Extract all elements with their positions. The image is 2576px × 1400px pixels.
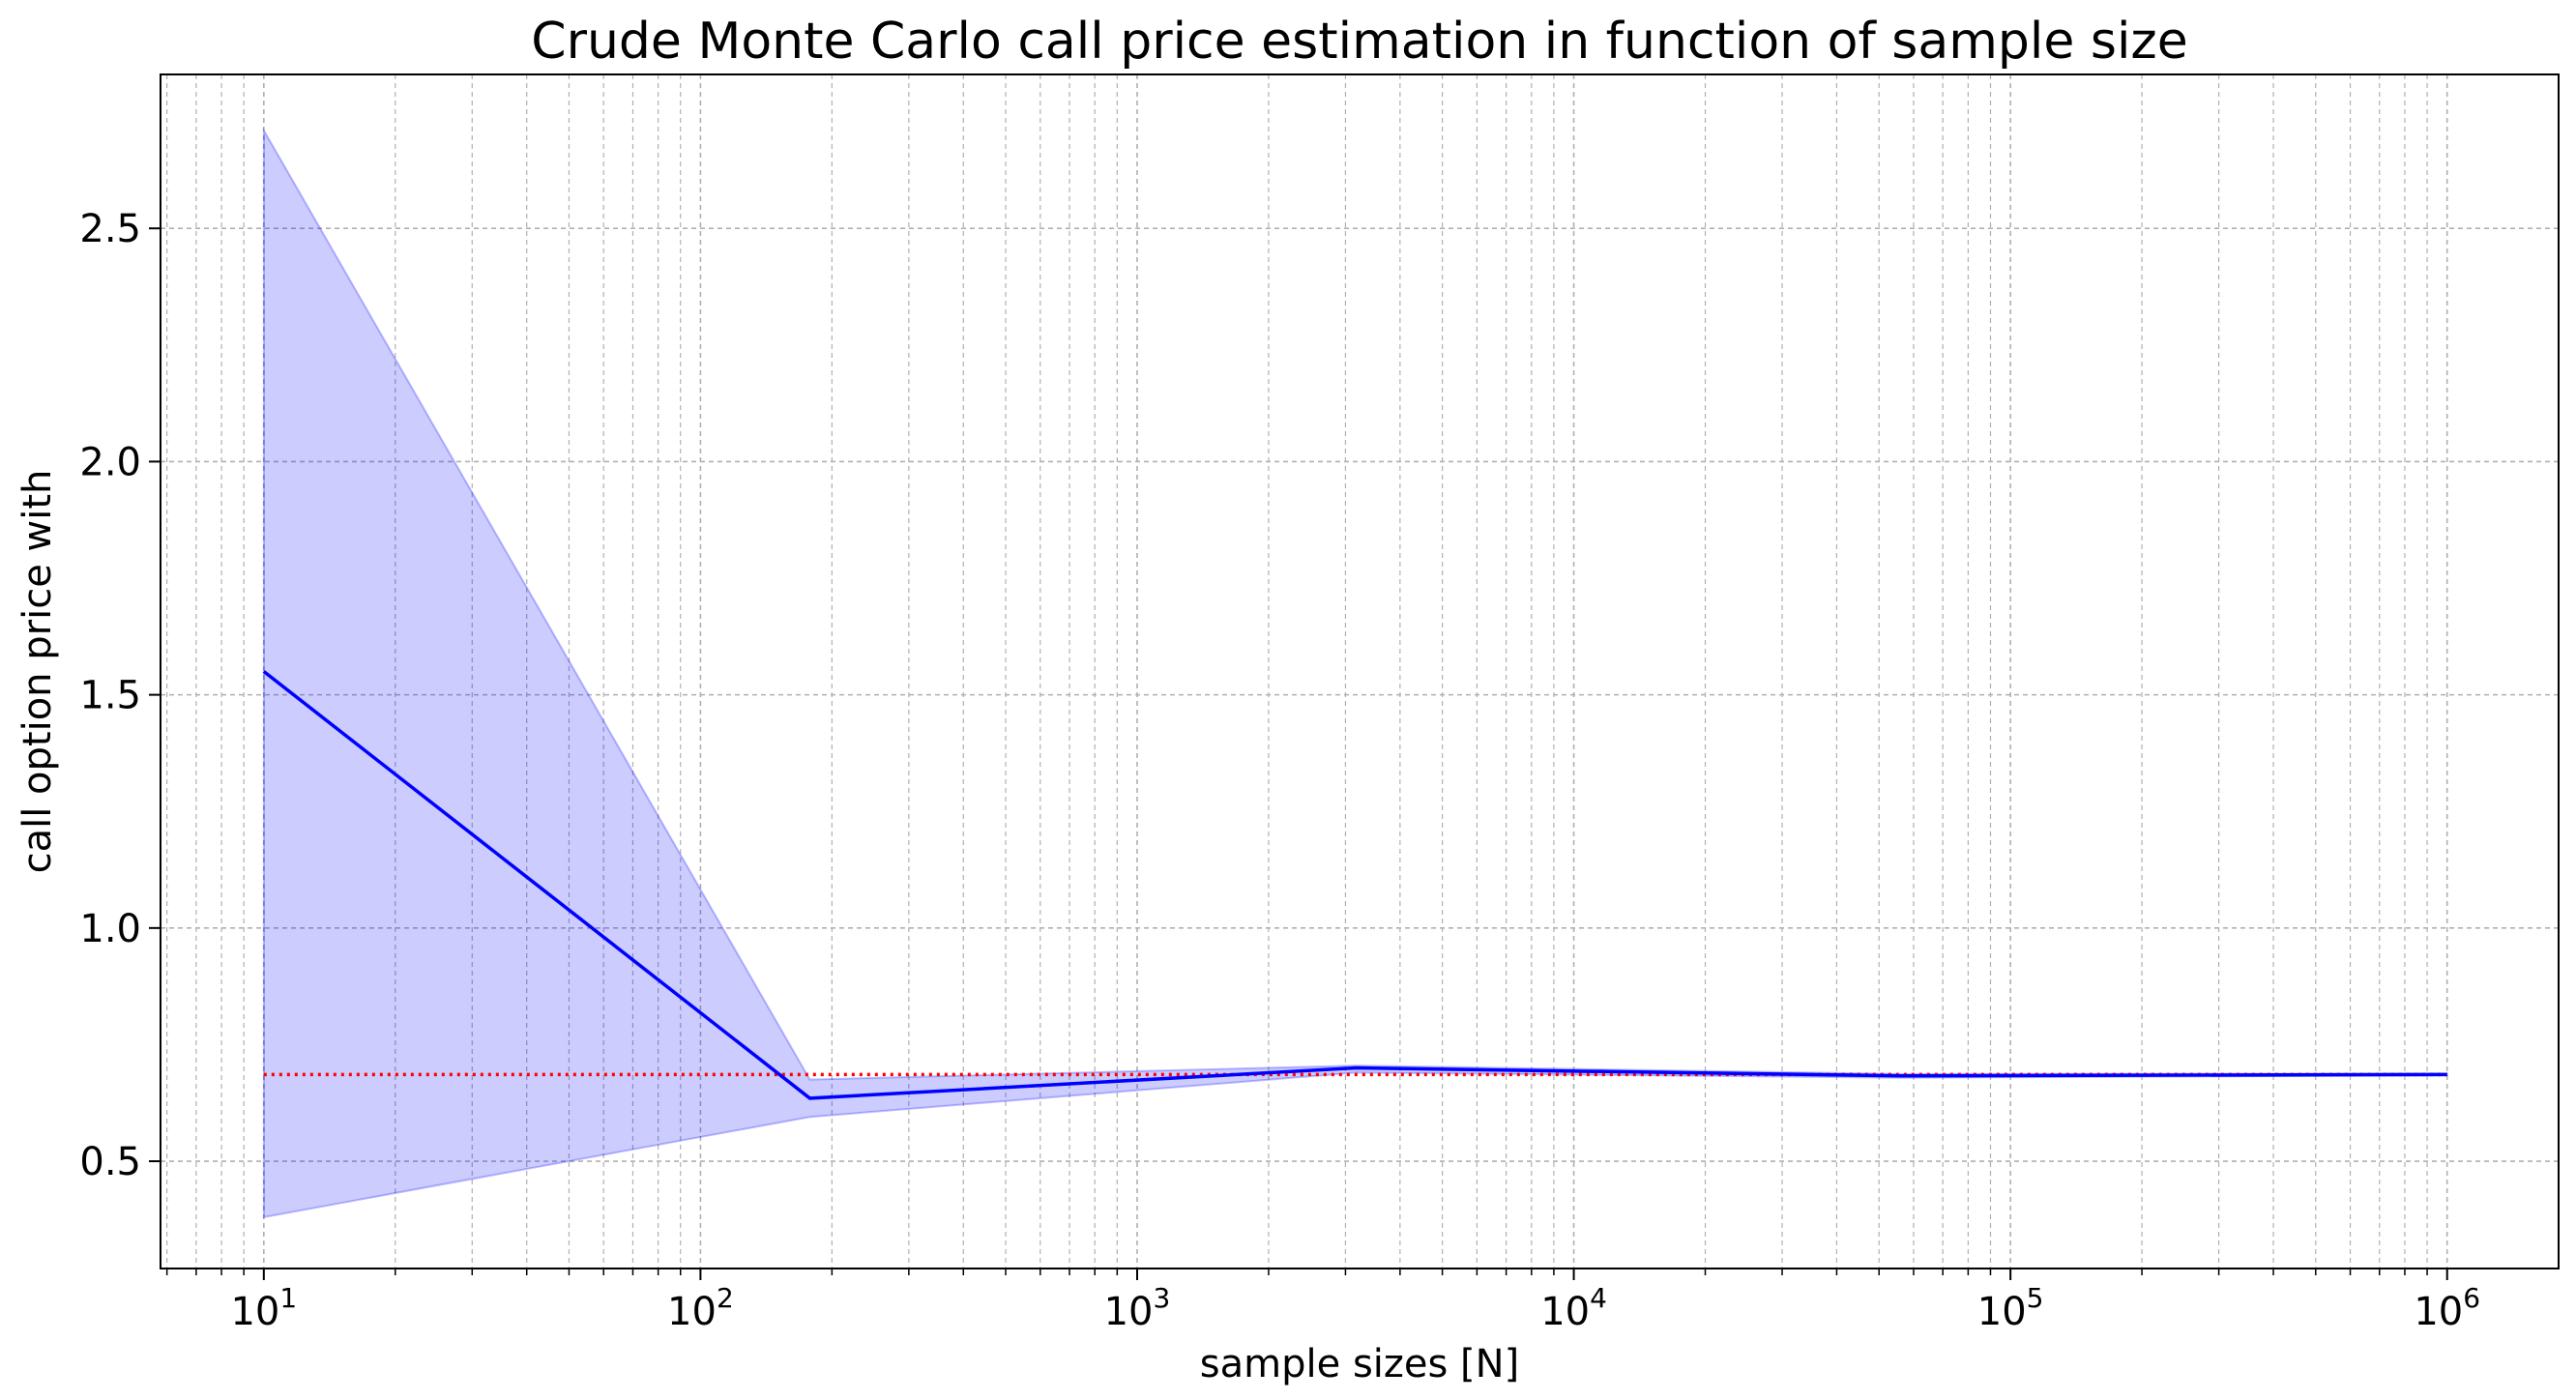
x-tick-label: 103 (1104, 1282, 1171, 1334)
x-tick-label: 106 (2414, 1282, 2480, 1334)
plot-frame (160, 73, 2560, 1269)
x-tick-label-exponent: 5 (2027, 1282, 2044, 1314)
x-tick-label: 105 (1977, 1282, 2044, 1334)
x-tick-label: 102 (667, 1282, 734, 1334)
x-tick-label-base: 10 (1540, 1290, 1590, 1334)
x-tick-label-exponent: 4 (1590, 1282, 1607, 1314)
x-tick-label-base: 10 (1977, 1290, 2027, 1334)
x-axis-label: sample sizes [N] (1200, 1342, 1519, 1386)
x-tick-label-exponent: 2 (717, 1282, 734, 1314)
x-tick-label-base: 10 (667, 1290, 717, 1334)
x-tick-label-base: 10 (2414, 1290, 2463, 1334)
estimate-line (262, 670, 2447, 1100)
confidence-band-area (262, 127, 2448, 1219)
x-tick-label-base: 10 (1104, 1290, 1154, 1334)
x-tick-label-exponent: 3 (1154, 1282, 1171, 1314)
y-axis-label: call option price with (15, 470, 60, 874)
x-tick-label: 104 (1540, 1282, 1607, 1334)
chart-title: Crude Monte Carlo call price estimation … (531, 13, 2187, 71)
x-tick-label-exponent: 1 (279, 1282, 297, 1314)
confidence-band (262, 127, 2448, 1219)
y-tick-label: 2.0 (79, 440, 141, 484)
y-tick-label: 0.5 (79, 1140, 141, 1184)
x-tick-label-exponent: 6 (2463, 1282, 2480, 1314)
x-tick-label-base: 10 (230, 1290, 279, 1334)
x-tick-label: 101 (230, 1282, 297, 1334)
y-tick-label: 1.5 (79, 674, 141, 718)
y-tick-label: 1.0 (79, 907, 141, 951)
series-lines (262, 670, 2447, 1100)
y-tick-label: 2.5 (79, 207, 141, 251)
